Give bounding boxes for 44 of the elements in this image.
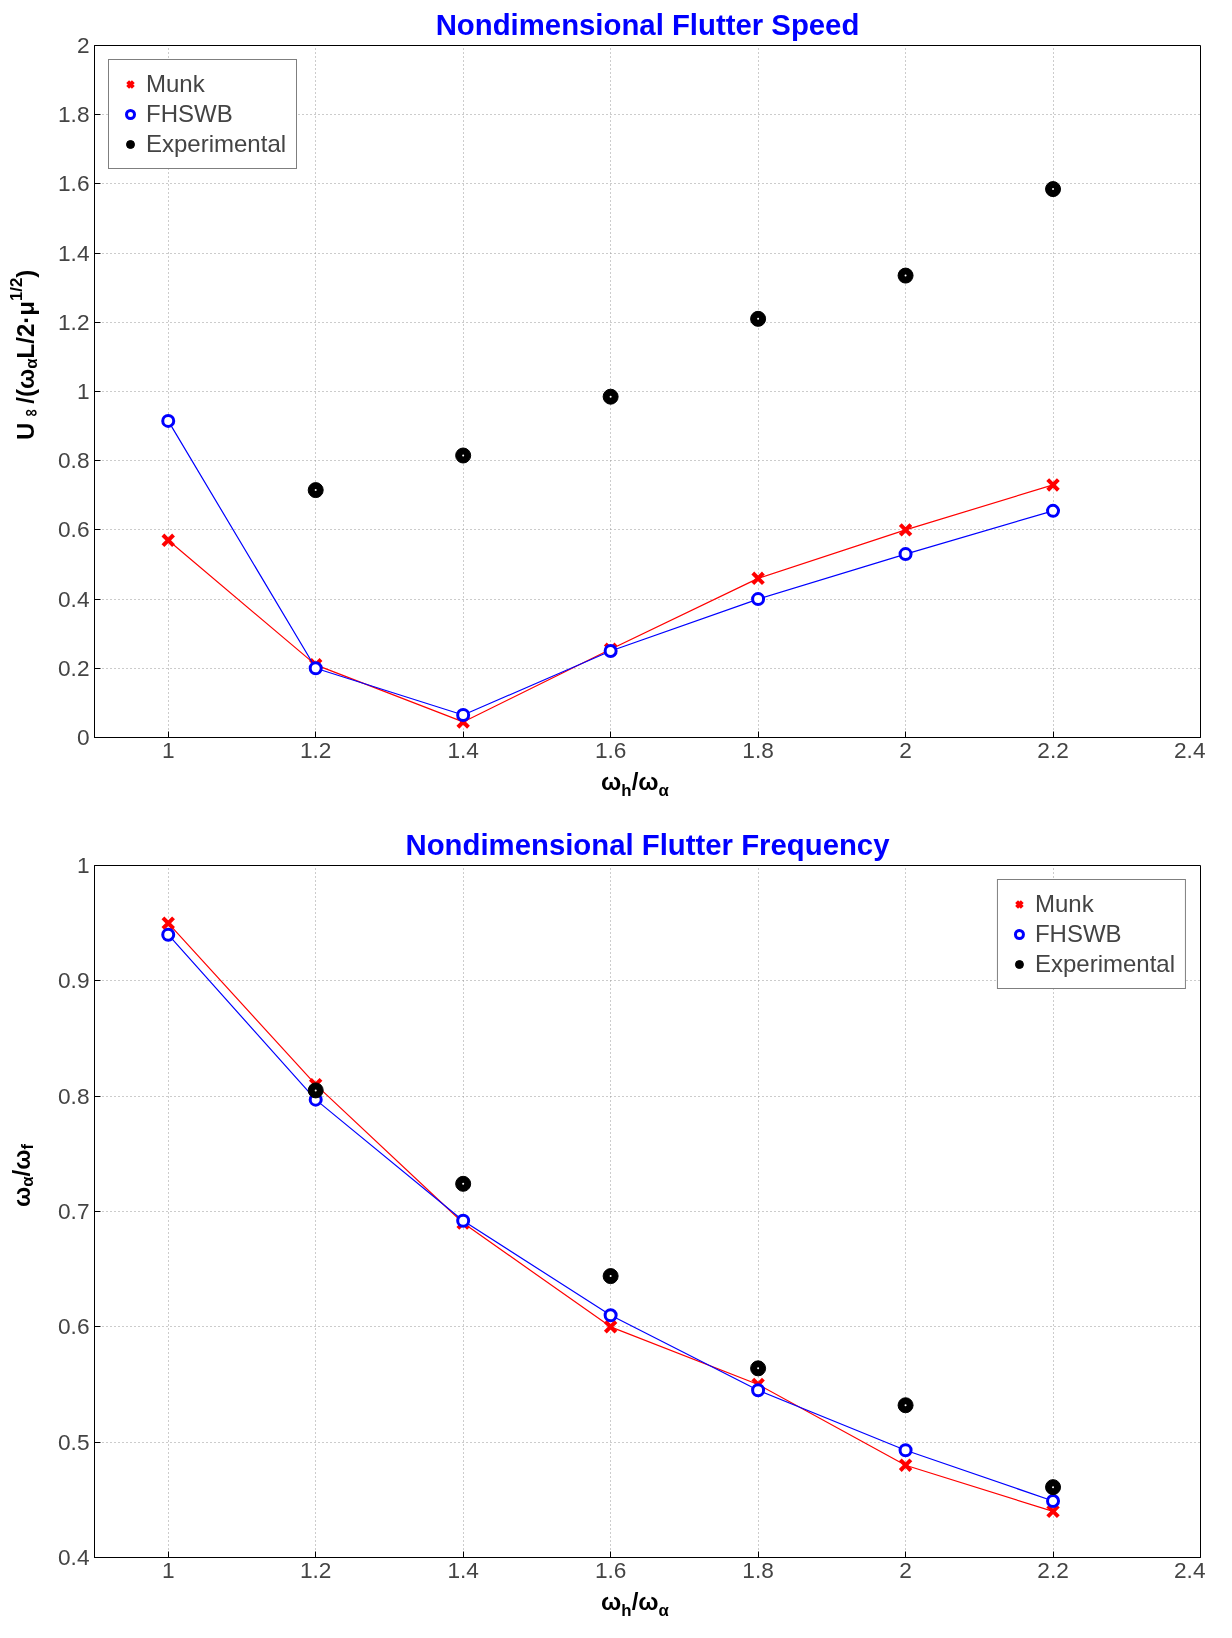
x-tick-label: 1.8 [742,736,774,763]
y-tick-label: 1 [76,378,90,404]
x-tick-label: 1.8 [742,1556,774,1583]
y-tick-label: 0.5 [58,1428,90,1455]
y-tick-label: 1.6 [58,170,90,197]
legend-label: Munk [146,70,205,98]
y-tick-label: 0.4 [58,1544,90,1570]
x-tick-label: 1.2 [299,1556,332,1583]
x-tick-label: 2.4 [1174,736,1206,763]
x-tick-label: 1.6 [594,736,627,763]
x-tick-label: 2.2 [1037,1556,1069,1583]
x-tick-label: 1 [161,736,175,763]
y-tick-label: 0.7 [58,1198,90,1224]
y-tick-label: 2 [76,32,90,58]
x-tick-label: 2 [899,1556,912,1583]
x-tick-label: 2.4 [1174,1556,1206,1583]
legend-label: Experimental [146,130,287,158]
y-tick-label: 0.9 [58,967,90,994]
y-tick-label: 0 [76,724,90,750]
y-tick-label: 0.2 [58,654,90,681]
x-tick-label: 1.6 [594,1556,627,1583]
legend-label: FHSWB [146,100,233,128]
x-tick-label: 2 [899,736,912,763]
x-tick-label: 2.2 [1037,736,1069,763]
legend-label: Experimental [1034,950,1175,978]
y-tick-label: 1.2 [58,308,90,335]
legend-label: FHSWB [1034,920,1122,948]
y-tick-label: 1 [76,852,90,878]
chart-title: Nondimensional Flutter Frequency [405,827,891,861]
y-tick-label: 0.8 [58,1082,90,1109]
y-tick-label: 0.6 [58,516,90,543]
x-tick-label: 1 [161,1556,175,1583]
y-tick-label: 0.4 [58,585,90,612]
x-tick-label: 1.4 [447,1556,479,1583]
chart-title: Nondimensional Flutter Speed [435,7,860,41]
y-tick-label: 1.4 [58,239,90,266]
y-tick-label: 0.6 [58,1313,90,1340]
x-tick-label: 1.2 [299,736,332,763]
x-tick-label: 1.4 [447,736,479,763]
x-axis-title: ω$_{h}$/ω$_{α}$ [600,1587,670,1622]
y-tick-label: 1.8 [58,101,90,128]
y-tick-label: 0.8 [58,447,90,474]
legend-label: Munk [1034,890,1094,918]
x-axis-title: ω$_{h}$/ω$_{α}$ [600,767,670,802]
